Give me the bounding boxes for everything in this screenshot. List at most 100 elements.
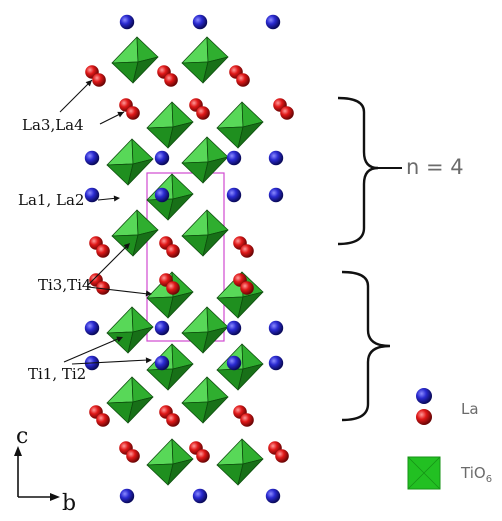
octahedron-face (132, 56, 159, 84)
octahedron-face (127, 396, 154, 424)
la-atom-blue (226, 320, 242, 336)
la-atoms (84, 14, 294, 504)
leader-ti3 (87, 244, 129, 286)
legend-la-red-dot (416, 409, 432, 425)
leader-arrowhead (145, 290, 152, 297)
la-atom-red (196, 106, 210, 120)
tio6-octahedron (146, 173, 194, 221)
octahedron-face (181, 36, 209, 64)
n-equals-label: n = 4 (406, 155, 464, 179)
la-atom-blue (84, 320, 100, 336)
octahedron-face (237, 291, 264, 319)
octahedron-face (202, 56, 229, 84)
octahedron-face (237, 363, 264, 391)
tio6-octahedron (181, 306, 229, 354)
octahedron-face (106, 306, 134, 334)
la-atom-red (126, 106, 140, 120)
la-atom-blue (84, 187, 100, 203)
octahedron-face (202, 326, 229, 354)
tio6-octahedron (181, 376, 229, 424)
la-atom-blue (119, 488, 135, 504)
la-atom-blue (226, 187, 242, 203)
octahedron-face (181, 306, 209, 334)
layer-braces (337, 96, 402, 422)
octahedron-face (167, 363, 194, 391)
la-atom-blue (154, 187, 170, 203)
la-atom-blue (226, 150, 242, 166)
label-la1-la2: La1, La2 (18, 191, 85, 209)
la-atom-blue (154, 150, 170, 166)
axis-b-label: b (62, 491, 77, 516)
tio6-octahedron (181, 36, 229, 84)
leader-arrowhead (113, 195, 120, 202)
la-atom-blue (84, 150, 100, 166)
legend-tio6-diagonals (407, 456, 441, 490)
legend-tio6-subscript: 6 (485, 474, 493, 485)
octahedron-face (237, 121, 264, 149)
octahedron-face (181, 136, 209, 164)
tio6-octahedron (146, 438, 194, 486)
la-atom-blue (268, 150, 284, 166)
la-atom-red (92, 73, 106, 87)
la-atom-red (164, 73, 178, 87)
leader-ti4 (87, 286, 149, 295)
legend-symbols (407, 388, 441, 490)
la-atom-red (196, 449, 210, 463)
tio6-octahedron (146, 343, 194, 391)
octahedron-face (111, 209, 139, 237)
tio6-octahedron (216, 438, 264, 486)
octahedron-face (167, 291, 194, 319)
label-ti1-ti2: Ti1, Ti2 (28, 365, 87, 383)
octahedron-face (216, 101, 244, 129)
unit-cell-edge (146, 172, 225, 342)
la-atom-blue (226, 355, 242, 371)
leader-arrowhead (85, 80, 92, 87)
tio6-octahedron (106, 376, 154, 424)
tio6-octahedra (106, 36, 264, 486)
la-atom-red (126, 449, 140, 463)
tio6-octahedron (216, 101, 264, 149)
la-atom-red (240, 281, 254, 295)
label-la3-la4: La3,La4 (22, 116, 84, 134)
la-atom-red (280, 106, 294, 120)
la-atom-red (96, 244, 110, 258)
tio6-octahedron (111, 209, 159, 257)
label-leader-lines (59, 79, 152, 365)
octahedron-face (146, 101, 174, 129)
tio6-octahedron (216, 343, 264, 391)
la-atom-blue (268, 320, 284, 336)
octahedron-face (202, 156, 229, 184)
la-atom-red (236, 73, 250, 87)
la-atom-blue (154, 320, 170, 336)
octahedron-face (202, 229, 229, 257)
tio6-octahedron (106, 306, 154, 354)
tio6-octahedron (181, 136, 229, 184)
la-atom-blue (268, 187, 284, 203)
legend-la-label: La (461, 400, 479, 418)
octahedron-face (127, 158, 154, 186)
octahedron-face (167, 193, 194, 221)
la-atom-red (96, 413, 110, 427)
leader-arrowhead (116, 336, 123, 343)
legend-tio6-label: TiO6 (461, 466, 492, 485)
tio6-octahedron (111, 36, 159, 84)
octahedron-face (146, 438, 174, 466)
la-atom-red (166, 244, 180, 258)
la-atom-red (240, 244, 254, 258)
la-atom-blue (154, 355, 170, 371)
leader-ti2 (71, 359, 149, 365)
la-atom-red (166, 281, 180, 295)
la-atom-blue (192, 488, 208, 504)
octahedron-face (167, 121, 194, 149)
la-atom-blue (119, 14, 135, 30)
tio6-octahedron (181, 209, 229, 257)
octahedron-face (111, 36, 139, 64)
la-atom-red (240, 413, 254, 427)
legend-la-blue-dot (416, 388, 432, 404)
octahedron-face (181, 209, 209, 237)
la-atom-blue (192, 14, 208, 30)
brace-n4 (337, 96, 379, 246)
brace-second (341, 270, 391, 422)
